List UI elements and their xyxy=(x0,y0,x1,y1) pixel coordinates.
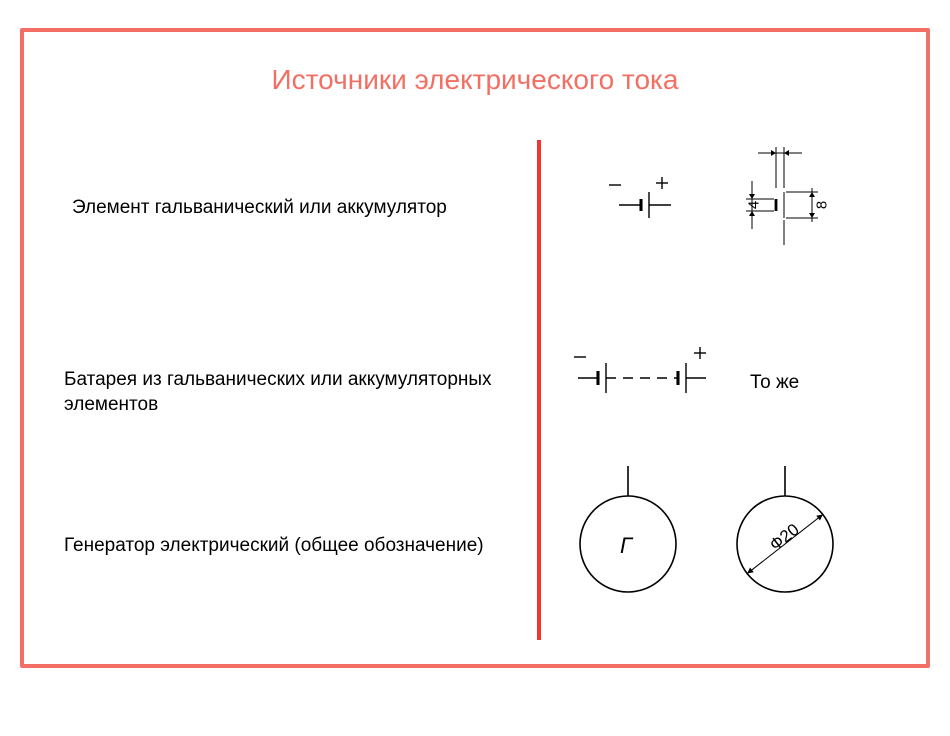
svg-text:Ф20: Ф20 xyxy=(766,520,803,555)
svg-text:Г: Г xyxy=(620,533,634,558)
schematic-layer: Г Ф20 xyxy=(0,0,950,736)
